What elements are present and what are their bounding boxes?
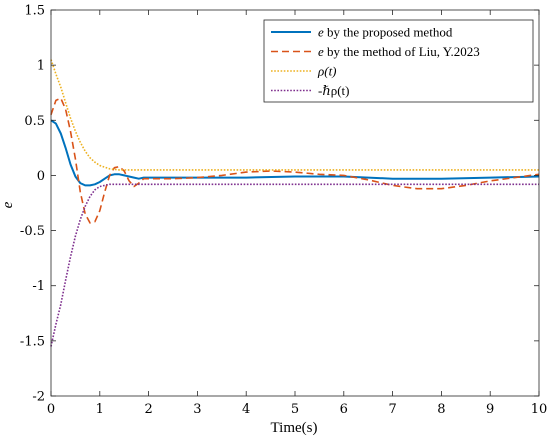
y-tick-label: -2 (32, 390, 45, 405)
legend-label-3: -ℏρ(t) (318, 83, 349, 98)
x-tick-label: 8 (437, 402, 445, 417)
x-axis-label: Time(s) (271, 420, 318, 436)
y-tick-label: -0.5 (20, 224, 45, 239)
series-line-1 (50, 97, 540, 224)
y-tick-label: -1.5 (20, 334, 45, 349)
legend-label-text: by the method of Liu, Y.2023 (324, 44, 480, 59)
y-tick-label: 0 (37, 169, 45, 184)
legend-label-text: -ℏρ(t) (318, 83, 349, 98)
legend-label-italic: ρ(t) (317, 64, 337, 79)
x-tick-label: 10 (531, 402, 548, 417)
legend-label-italic: e (318, 25, 324, 40)
legend-box (263, 19, 534, 103)
x-tick-label: 0 (47, 402, 55, 417)
x-tick-label: 2 (144, 402, 152, 417)
series-line-3 (50, 183, 539, 347)
x-tick-label: 9 (486, 402, 494, 417)
y-tick-label: 0.5 (24, 114, 45, 129)
legend-label-italic: e (318, 44, 324, 59)
series-line-2 (50, 59, 539, 171)
legend-label-2: ρ(t) (317, 64, 337, 79)
y-tick-label: 1.5 (24, 4, 45, 19)
x-tick-label: 7 (388, 402, 396, 417)
x-tick-label: 1 (96, 402, 104, 417)
y-tick-label: -1 (32, 279, 45, 294)
legend-label-text: by the proposed method (324, 25, 453, 40)
legend-label-1: e by the method of Liu, Y.2023 (318, 44, 480, 59)
x-tick-label: 3 (193, 402, 201, 417)
x-tick-label: 4 (242, 402, 250, 417)
series-layer (50, 59, 540, 347)
x-tick-label: 5 (291, 402, 299, 417)
series-line-0 (50, 119, 540, 187)
axes-layer: 0 1 2 3 4 5 6 7 8 9 10 -2 -1.5 -1 -0.5 0 0.5 1 1.5 (20, 4, 547, 418)
y-tick-label: 1 (37, 59, 45, 74)
x-tick-label: 6 (340, 402, 348, 417)
y-axis-label: e (0, 201, 16, 208)
legend-label-0: e by the proposed method (318, 25, 453, 40)
